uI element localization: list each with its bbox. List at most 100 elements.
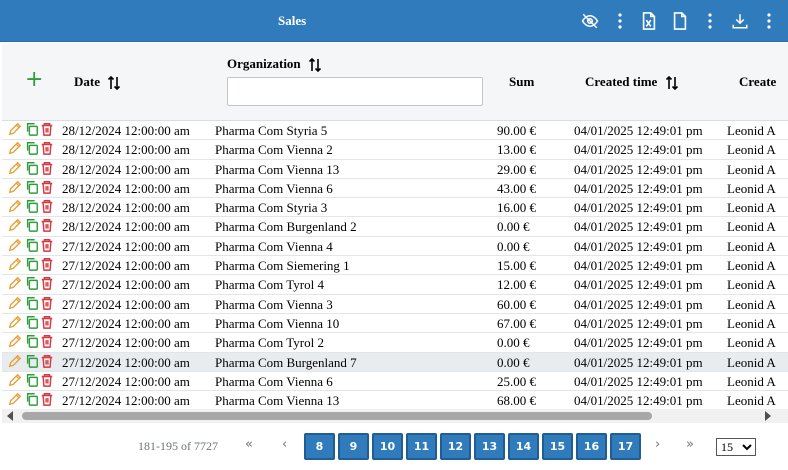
table-row[interactable]: 28/12/2024 12:00:00 am Pharma Com Vienna … <box>2 140 788 160</box>
table-row[interactable]: 28/12/2024 12:00:00 am Pharma Com Vienna … <box>2 160 788 179</box>
copy-icon[interactable] <box>25 257 39 271</box>
page-button[interactable]: 11 <box>406 433 437 460</box>
pencil-icon[interactable] <box>8 392 22 406</box>
copy-icon[interactable] <box>25 276 39 291</box>
download-icon[interactable] <box>729 10 751 32</box>
more-vertical-icon[interactable] <box>699 10 721 32</box>
excel-file-icon[interactable] <box>638 10 660 32</box>
file-icon[interactable] <box>669 10 691 32</box>
add-row-icon[interactable]: + <box>25 67 44 92</box>
pencil-icon[interactable] <box>8 276 22 290</box>
trash-icon[interactable] <box>40 161 54 175</box>
column-header-created-time[interactable]: Created time <box>585 74 679 91</box>
trash-icon[interactable] <box>40 315 54 329</box>
table-row[interactable]: 27/12/2024 12:00:00 am Pharma Com Siemeri… <box>2 256 788 276</box>
copy-icon[interactable] <box>25 296 39 310</box>
trash-icon[interactable] <box>40 392 54 406</box>
table-row[interactable]: 28/12/2024 12:00:00 am Pharma Com Styria … <box>2 121 788 141</box>
sort-icon[interactable] <box>107 75 121 91</box>
trash-icon[interactable] <box>40 276 54 291</box>
next-page-icon[interactable]: › <box>655 437 661 452</box>
creator-cell: Leonid A <box>727 142 776 158</box>
more-vertical-icon[interactable] <box>758 10 780 32</box>
page-button[interactable]: 8 <box>304 433 335 460</box>
scroll-right-arrow-icon[interactable] <box>765 411 771 421</box>
organization-filter-input[interactable] <box>227 77 483 106</box>
pencil-icon[interactable] <box>8 373 22 387</box>
table-row[interactable]: 27/12/2024 12:00:00 am Pharma Com Vienna … <box>2 372 788 392</box>
copy-icon[interactable] <box>25 199 39 214</box>
copy-icon[interactable] <box>25 354 39 368</box>
page-button[interactable]: 9 <box>338 433 369 460</box>
pencil-icon[interactable] <box>8 257 22 271</box>
pencil-icon[interactable] <box>8 161 22 175</box>
trash-icon[interactable] <box>40 257 54 271</box>
pencil-icon[interactable] <box>8 141 22 155</box>
table-row[interactable]: 27/12/2024 12:00:00 am Pharma Com Vienna … <box>2 295 788 314</box>
pencil-icon[interactable] <box>8 315 22 329</box>
column-header-date[interactable]: Date <box>74 74 121 91</box>
page-button[interactable]: 10 <box>372 433 403 460</box>
trash-icon[interactable] <box>40 296 54 310</box>
trash-icon[interactable] <box>40 354 54 368</box>
page-button[interactable]: 14 <box>508 433 539 460</box>
table-row[interactable]: 28/12/2024 12:00:00 am Pharma Com Vienna … <box>2 179 788 199</box>
pencil-icon[interactable] <box>8 199 22 213</box>
page-button[interactable]: 16 <box>576 433 607 460</box>
pencil-icon[interactable] <box>8 354 22 368</box>
page-size-select[interactable]: 15 <box>716 438 756 456</box>
copy-icon[interactable] <box>25 180 39 194</box>
sort-icon[interactable] <box>665 75 679 91</box>
copy-icon[interactable] <box>25 122 39 136</box>
table-row[interactable]: 27/12/2024 12:00:00 am Pharma Com Vienna … <box>2 237 788 257</box>
table-row[interactable]: 27/12/2024 12:00:00 am Pharma Com Burgenl… <box>2 352 788 372</box>
column-header-organization[interactable]: Organization <box>227 56 322 73</box>
created-time-cell: 04/01/2025 12:49:01 pm <box>574 277 703 293</box>
trash-icon[interactable] <box>40 334 54 349</box>
first-page-icon[interactable]: « <box>245 437 253 452</box>
scrollbar-thumb[interactable] <box>22 412 652 420</box>
pencil-icon[interactable] <box>8 122 22 136</box>
previous-page-icon[interactable]: ‹ <box>282 437 288 452</box>
copy-icon[interactable] <box>25 373 39 387</box>
page-button[interactable]: 17 <box>610 433 641 460</box>
last-page-icon[interactable]: » <box>686 437 694 452</box>
trash-icon[interactable] <box>40 218 54 233</box>
copy-icon[interactable] <box>25 141 39 156</box>
scroll-left-arrow-icon[interactable] <box>7 411 13 421</box>
trash-icon[interactable] <box>40 180 54 194</box>
trash-icon[interactable] <box>40 141 54 156</box>
copy-icon[interactable] <box>25 392 39 406</box>
column-header-sum[interactable]: Sum <box>509 74 535 89</box>
sort-icon[interactable] <box>308 57 322 73</box>
pencil-icon[interactable] <box>8 238 22 252</box>
eye-off-icon[interactable] <box>579 10 601 32</box>
copy-icon[interactable] <box>25 315 39 329</box>
table-row[interactable]: 28/12/2024 12:00:00 am Pharma Com Styria … <box>2 198 788 218</box>
creator-cell: Leonid A <box>727 354 776 370</box>
copy-icon[interactable] <box>25 161 39 175</box>
column-header-creator[interactable]: Create <box>739 74 777 89</box>
page-button[interactable]: 15 <box>542 433 573 460</box>
trash-icon[interactable] <box>40 238 54 252</box>
pencil-icon[interactable] <box>8 218 22 232</box>
horizontal-scrollbar[interactable] <box>2 409 788 423</box>
creator-cell: Leonid A <box>727 258 776 274</box>
table-row[interactable]: 28/12/2024 12:00:00 am Pharma Com Burgenl… <box>2 217 788 237</box>
copy-icon[interactable] <box>25 218 39 233</box>
table-row[interactable]: 27/12/2024 12:00:00 am Pharma Com Vienna … <box>2 314 788 334</box>
pencil-icon[interactable] <box>8 296 22 310</box>
table-row[interactable]: 27/12/2024 12:00:00 am Pharma Com Vienna … <box>2 391 788 411</box>
trash-icon[interactable] <box>40 373 54 387</box>
trash-icon[interactable] <box>40 122 54 136</box>
copy-icon[interactable] <box>25 238 39 252</box>
trash-icon[interactable] <box>40 199 54 214</box>
pencil-icon[interactable] <box>8 180 22 194</box>
page-button[interactable]: 13 <box>474 433 505 460</box>
table-row[interactable]: 27/12/2024 12:00:00 am Pharma Com Tyrol 4… <box>2 275 788 295</box>
table-row[interactable]: 27/12/2024 12:00:00 am Pharma Com Tyrol 2… <box>2 333 788 353</box>
more-vertical-icon[interactable] <box>609 10 631 32</box>
page-button[interactable]: 12 <box>440 433 471 460</box>
copy-icon[interactable] <box>25 334 39 349</box>
pencil-icon[interactable] <box>8 334 22 348</box>
